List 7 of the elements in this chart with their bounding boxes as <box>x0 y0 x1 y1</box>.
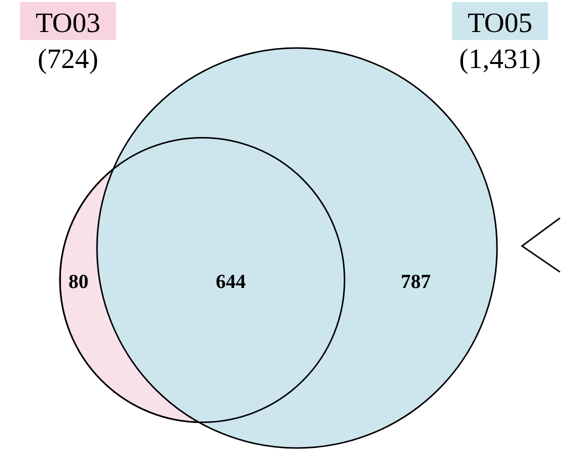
text: 787 <box>400 271 431 293</box>
data-label: (1,431) <box>459 44 541 75</box>
category-label: TO05 <box>468 8 532 39</box>
data-label: (724) <box>38 44 98 75</box>
category-label: TO03 <box>36 8 100 39</box>
text: 80 <box>68 271 88 293</box>
text: 644 <box>216 271 246 293</box>
